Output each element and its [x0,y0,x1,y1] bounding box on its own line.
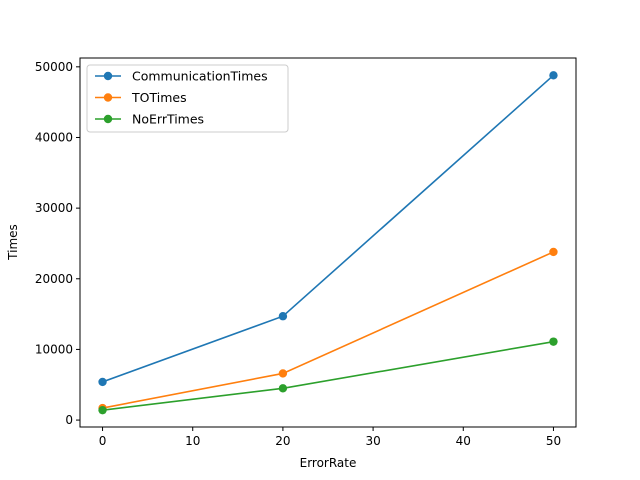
y-tick-label: 50000 [35,60,73,74]
legend-swatch-marker-communicationtimes [103,71,113,81]
legend: CommunicationTimes TOTimes NoErrTimes [86,64,289,133]
x-tick-label: 30 [365,434,380,448]
y-tick-label: 0 [65,413,73,427]
x-tick-label: 0 [99,434,107,448]
x-tick-label: 40 [456,434,471,448]
data-point-totimes [549,247,558,257]
data-point-noerrtimes [549,337,558,346]
legend-label-totimes: TOTimes [131,90,187,105]
x-tick-label: 50 [546,434,561,448]
legend-swatch-marker-totimes [103,93,113,102]
data-point-noerrtimes [98,405,107,415]
y-tick-label: 40000 [35,130,73,144]
legend-box [86,64,289,133]
series-line-noerrtimes [102,340,554,411]
data-point-totimes [278,369,288,378]
x-tick-label: 20 [275,434,290,448]
y-tick-label: 20000 [35,272,73,286]
y-axis-label: Times [6,224,20,261]
legend-swatch-marker-noerrtimes [103,114,113,124]
legend-label-noerrtimes: NoErrTimes [132,112,204,127]
y-tick-label: 10000 [35,342,73,356]
plot-marks [98,71,558,415]
legend-label-communicationtimes: CommunicationTimes [132,69,268,84]
data-point-communicationtimes [549,71,558,80]
data-point-noerrtimes [278,384,288,393]
y-axis-ticks: 0 10000 20000 30000 40000 50000 [35,60,80,427]
x-axis-label: ErrorRate [300,456,357,470]
x-axis-ticks: 0 10 20 30 40 50 [99,427,561,448]
data-point-communicationtimes [98,377,107,387]
plot-frame [79,57,577,428]
x-tick-label: 10 [185,434,200,448]
y-tick-label: 30000 [35,201,73,215]
data-point-communicationtimes [278,312,288,321]
